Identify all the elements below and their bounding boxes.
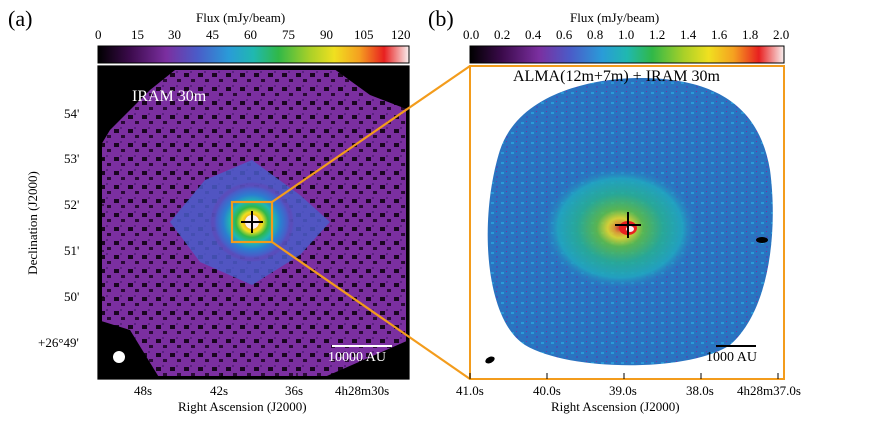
- colorbar-a-tick: 45: [206, 27, 219, 42]
- colorbar-b-tick: 1.4: [680, 27, 697, 42]
- xtick-b: 39.0s: [609, 383, 637, 398]
- colorbar-b-tick: 0.8: [587, 27, 604, 42]
- panel-b-frame: [469, 65, 785, 380]
- colorbar-a-title: Flux (mJy/beam): [196, 10, 286, 25]
- colorbar-a-tick: 0: [95, 27, 102, 42]
- colorbar-b: [469, 45, 785, 64]
- colorbar-b-tick: 1.0: [618, 27, 635, 42]
- beam-b: [485, 356, 495, 364]
- alma-label: ALMA(12m+7m) + IRAM 30m: [513, 68, 720, 85]
- ytick-a: +26°49': [38, 335, 79, 350]
- colorbar-a-tick: 120: [391, 27, 411, 42]
- colorbar-a-tick: 15: [131, 27, 144, 42]
- panel-a-frame: [97, 65, 410, 380]
- xtick-a: 4h28m30s: [335, 383, 390, 398]
- xtick-b: 40.0s: [533, 383, 561, 398]
- scalebar-b-label: 1000 AU: [706, 350, 757, 365]
- zoom-line-top: [271, 65, 471, 203]
- colorbar-b-tick: 1.8: [742, 27, 759, 42]
- iram-label: IRAM 30m: [132, 88, 207, 105]
- colorbar-a-tick: 60: [244, 27, 257, 42]
- zoom-line-bottom: [271, 241, 471, 380]
- colorbar-b-tick: 0.4: [525, 27, 542, 42]
- beam-a: [113, 351, 125, 363]
- xtick-a: 36s: [285, 383, 304, 398]
- colorbar-b-tick: 0.2: [494, 27, 511, 42]
- ytick-a: 52': [64, 197, 80, 212]
- colorbar-a-tick: 75: [282, 27, 295, 42]
- panel-b-label: (b): [428, 6, 454, 31]
- colorbar-a-tick: 105: [354, 27, 374, 42]
- ytick-a: 53': [64, 151, 80, 166]
- ytick-a: 54': [64, 106, 80, 121]
- colorbar-b-title: Flux (mJy/beam): [570, 10, 660, 25]
- zoom-box: [230, 200, 274, 244]
- ytick-a: 51': [64, 243, 80, 258]
- colorbar-b-tick: 1.2: [649, 27, 666, 42]
- ylabel-a: Declination (J2000): [25, 171, 40, 275]
- xlabel-b: Right Ascension (J2000): [551, 399, 680, 414]
- xtick-a: 48s: [134, 383, 153, 398]
- colorbar-a-tick: 90: [320, 27, 333, 42]
- colorbar-a: [97, 45, 410, 64]
- xlabel-a: Right Ascension (J2000): [178, 399, 307, 414]
- xtick-a: 42s: [210, 383, 229, 398]
- xtick-b: 4h28m37.0s: [737, 383, 801, 398]
- colorbar-b-tick: 2.0: [773, 27, 790, 42]
- ytick-a: 50': [64, 289, 80, 304]
- colorbar-b-tick: 1.6: [711, 27, 728, 42]
- colorbar-a-tick: 30: [168, 27, 181, 42]
- panel-a-label: (a): [8, 6, 33, 31]
- scalebar-a-label: 10000 AU: [328, 350, 386, 365]
- xtick-b: 41.0s: [456, 383, 484, 398]
- colorbar-b-tick: 0.0: [463, 27, 480, 42]
- colorbar-b-tick: 0.6: [556, 27, 573, 42]
- xtick-b: 38.0s: [686, 383, 714, 398]
